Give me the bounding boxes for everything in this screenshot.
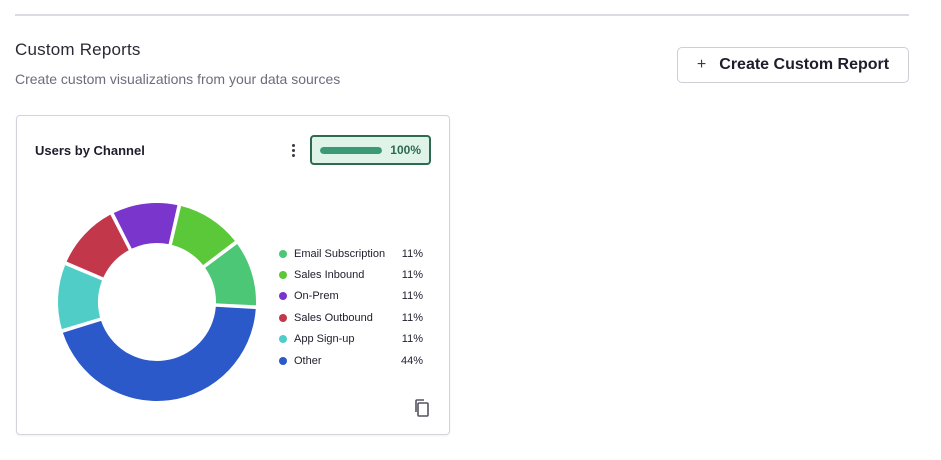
- legend-dot: [279, 271, 287, 280]
- legend-percent: 11%: [401, 290, 423, 303]
- progress-label: 100%: [390, 143, 421, 157]
- donut-slice-sales-inbound[interactable]: [171, 205, 235, 266]
- progress-fill: [320, 146, 383, 154]
- legend-label: Email Subscription: [294, 247, 386, 260]
- legend-item[interactable]: App Sign-up 11%: [279, 329, 423, 350]
- legend-dot: [279, 249, 287, 258]
- legend-label: On-Prem: [294, 290, 339, 303]
- donut-slice-other[interactable]: [62, 306, 256, 402]
- legend-label: Sales Inbound: [294, 269, 365, 282]
- report-widget-card: Users by Channel 100% Email Subscription…: [16, 115, 450, 435]
- legend-percent: 44%: [400, 354, 423, 367]
- widget-title: Users by Channel: [35, 143, 145, 158]
- legend-item[interactable]: On-Prem 11%: [279, 286, 423, 307]
- plus-icon: +: [696, 56, 707, 73]
- legend-item[interactable]: Other 44%: [279, 350, 423, 371]
- donut-chart: [57, 203, 256, 402]
- legend-label: Other: [294, 354, 322, 367]
- donut-slice-email-subscription[interactable]: [205, 243, 256, 306]
- more-vertical-icon[interactable]: [287, 140, 299, 160]
- copy-icon[interactable]: [413, 398, 431, 418]
- donut-slice-on-prem[interactable]: [113, 203, 178, 249]
- legend-dot: [279, 356, 287, 365]
- progress-track: [320, 146, 383, 154]
- legend-percent: 11%: [401, 333, 423, 346]
- legend-percent: 11%: [401, 311, 423, 324]
- legend-dot: [279, 292, 287, 301]
- legend-percent: 11%: [401, 247, 423, 260]
- legend-dot: [279, 313, 287, 322]
- progress-badge: 100%: [310, 135, 431, 165]
- page-title: Custom Reports: [15, 40, 141, 59]
- create-custom-report-label: Create Custom Report: [719, 56, 890, 73]
- legend-item[interactable]: Email Subscription 11%: [279, 243, 423, 264]
- top-divider: [15, 14, 909, 16]
- legend-dot: [279, 335, 287, 344]
- legend-item[interactable]: Sales Inbound 11%: [279, 264, 423, 285]
- chart-legend: Email Subscription 11% Sales Inbound 11% On-…: [279, 243, 423, 371]
- legend-percent: 11%: [401, 269, 423, 282]
- legend-label: App Sign-up: [294, 333, 355, 346]
- legend-label: Sales Outbound: [294, 311, 373, 324]
- page-subtitle: Create custom visualizations from your d…: [15, 71, 341, 87]
- donut-slice-app-sign-up[interactable]: [57, 265, 103, 330]
- create-custom-report-button[interactable]: + Create Custom Report: [677, 47, 909, 83]
- donut-slice-sales-outbound[interactable]: [66, 214, 129, 278]
- legend-item[interactable]: Sales Outbound 11%: [279, 307, 423, 328]
